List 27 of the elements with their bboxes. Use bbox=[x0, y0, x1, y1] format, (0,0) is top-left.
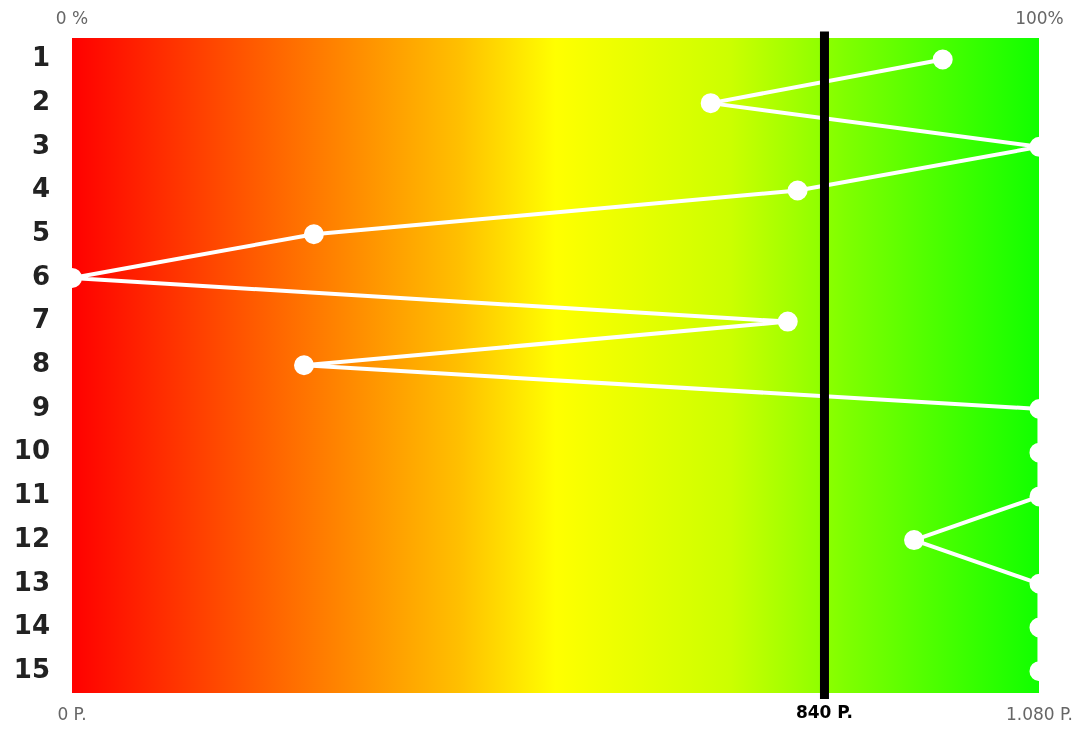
y-tick-label: 5 bbox=[31, 216, 50, 247]
point bbox=[787, 180, 808, 201]
y-tick-label: 4 bbox=[31, 173, 50, 204]
point bbox=[932, 49, 953, 70]
x2-tick-label: 100% bbox=[1015, 7, 1064, 28]
y-tick-label: 9 bbox=[31, 391, 50, 422]
y-tick-label: 6 bbox=[31, 260, 50, 291]
y-tick-label: 3 bbox=[31, 129, 50, 160]
y-tick-label: 2 bbox=[31, 85, 50, 116]
y-tick-label: 15 bbox=[13, 653, 50, 684]
point bbox=[904, 530, 925, 551]
y-tick-label: 11 bbox=[13, 479, 50, 510]
x-tick-label: 1.080 P. bbox=[1005, 703, 1074, 724]
y-tick-label: 13 bbox=[13, 566, 50, 597]
y-tick-label: 10 bbox=[13, 435, 50, 466]
point bbox=[294, 355, 315, 376]
y-tick-label: 12 bbox=[13, 522, 50, 553]
x-tick-label: 0 P. bbox=[57, 703, 87, 724]
point bbox=[777, 311, 798, 332]
y-tick-label: 8 bbox=[31, 348, 50, 379]
point bbox=[700, 93, 721, 114]
y-tick-label: 7 bbox=[31, 304, 50, 335]
x2-tick-label: 0 % bbox=[55, 7, 89, 28]
point bbox=[303, 224, 324, 245]
y-tick-label: 1 bbox=[31, 42, 50, 73]
y-tick-label: 14 bbox=[13, 610, 50, 641]
ref-line-label: 840 P. bbox=[795, 701, 854, 722]
